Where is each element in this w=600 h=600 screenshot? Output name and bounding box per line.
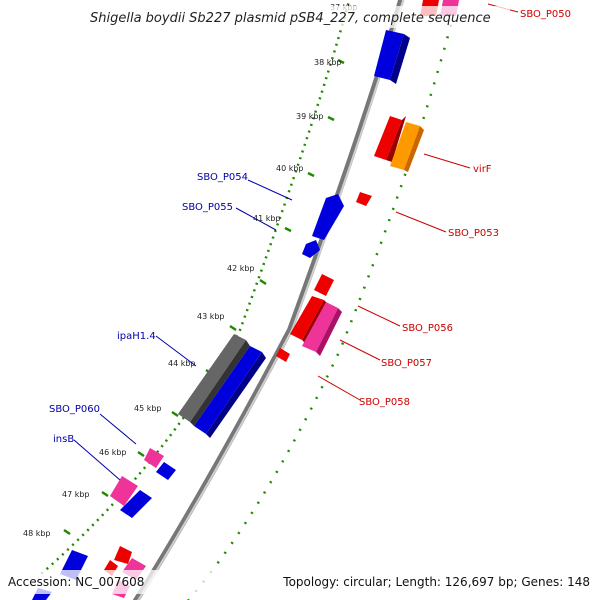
- gene-features: [32, 0, 460, 600]
- topology-text: Topology: circular; Length: 126,697 bp; …: [282, 575, 590, 589]
- tick-label-39: 39 kbp: [296, 112, 324, 121]
- gene-label-virf: virF: [473, 164, 492, 175]
- gene-label-sbo-p056: SBO_P056: [402, 323, 453, 334]
- footer-backing: [0, 570, 600, 594]
- title-backing: [86, 6, 510, 28]
- gene-arrow-red: [356, 192, 372, 206]
- gene-arrow-blue-shade: [206, 352, 266, 438]
- backbone-ring: [132, 0, 405, 600]
- tick-marks: [63, 58, 345, 536]
- gene-arrow-red: [314, 274, 334, 296]
- gene-arrow-blue-shade: [390, 34, 410, 84]
- gene-label-sbo-p060: SBO_P060: [49, 404, 100, 415]
- gene-arrow-pink: [144, 448, 164, 468]
- tick-label-43: 43 kbp: [197, 312, 225, 321]
- gene-arrow-blue: [302, 240, 320, 258]
- gene-arrow-gray: [178, 334, 246, 422]
- gene-arrow-pink-shade: [316, 308, 342, 356]
- gene-arrow-red: [374, 116, 402, 160]
- gene-label-sbo-p054: SBO_P054: [197, 172, 248, 183]
- map-title: Shigella boydii Sb227 plasmid pSB4_227, …: [90, 11, 491, 26]
- tick-label-41: 41 kbp: [253, 214, 281, 223]
- gene-arrow-pink: [110, 476, 138, 506]
- gene-arrow-gray-shade: [190, 340, 250, 426]
- gene-arrow-red-shade: [386, 116, 406, 162]
- tick-label-46: 46 kbp: [99, 448, 127, 457]
- gene-arrow-blue: [156, 462, 176, 480]
- gene-label-sbo-p057: SBO_P057: [381, 358, 432, 369]
- tick-label-45: 45 kbp: [134, 404, 162, 413]
- gene-arrow-pink: [302, 302, 338, 352]
- gene-label-ipah14: ipaH1.4: [117, 331, 156, 342]
- tick-label-47: 47 kbp: [62, 490, 90, 499]
- gene-arrow-blue: [374, 30, 404, 80]
- tick-label-38: 38 kbp: [314, 58, 342, 67]
- gene-arrow-red: [114, 546, 132, 564]
- gene-arrow-blue: [194, 346, 262, 434]
- tick-label-40: 40 kbp: [276, 164, 304, 173]
- gene-arrow-red: [290, 296, 324, 340]
- gene-arrow-blue: [312, 194, 344, 240]
- tick-label-44: 44 kbp: [168, 359, 196, 368]
- gene-arrow-red: [276, 348, 290, 362]
- gene-label-sbo-p053: SBO_P053: [448, 228, 499, 239]
- leader-lines: [73, 3, 519, 481]
- gene-arrow-orange: [390, 122, 420, 170]
- gene-label-insb: insB: [53, 434, 74, 445]
- tick-label-48: 48 kbp: [23, 529, 51, 538]
- accession-text: Accession: NC_007608: [8, 575, 144, 589]
- gene-label-sbo-p050: SBO_P050: [520, 9, 571, 20]
- inner-tick-ring: [39, 0, 351, 576]
- gene-arrow-orange-shade: [404, 126, 424, 172]
- backbone-ring-highlight: [137, 0, 405, 600]
- gene-arrow-blue: [120, 490, 152, 518]
- tick-label-42: 42 kbp: [227, 264, 255, 273]
- gene-label-sbo-p058: SBO_P058: [359, 397, 410, 408]
- gene-label-sbo-p055: SBO_P055: [182, 202, 233, 213]
